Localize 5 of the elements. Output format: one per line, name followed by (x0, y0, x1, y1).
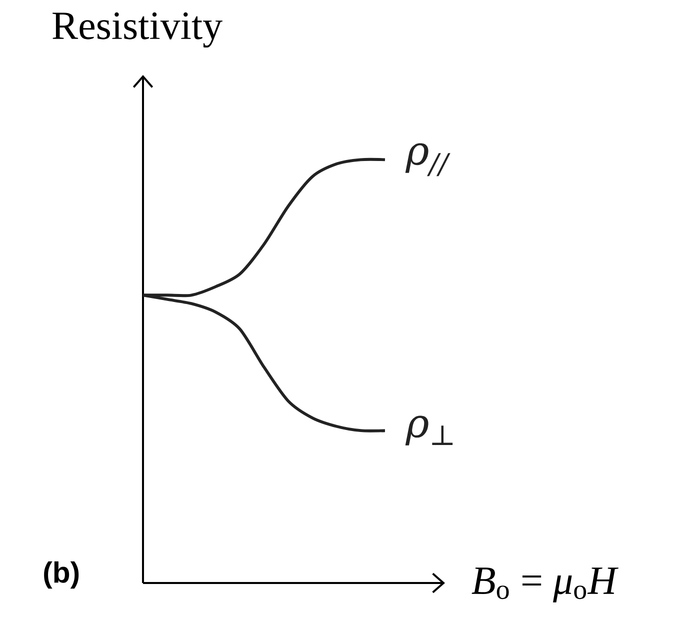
series-label: ρ$_{//}$ (405, 143, 450, 176)
series-label: ρ$_{⊥}$ (405, 416, 453, 446)
y-axis-title: Resistivity (52, 12, 222, 48)
x-axis-title: B$_{o}$ = μ$_{o}$H (472, 568, 618, 602)
text: (b) (44, 561, 79, 589)
